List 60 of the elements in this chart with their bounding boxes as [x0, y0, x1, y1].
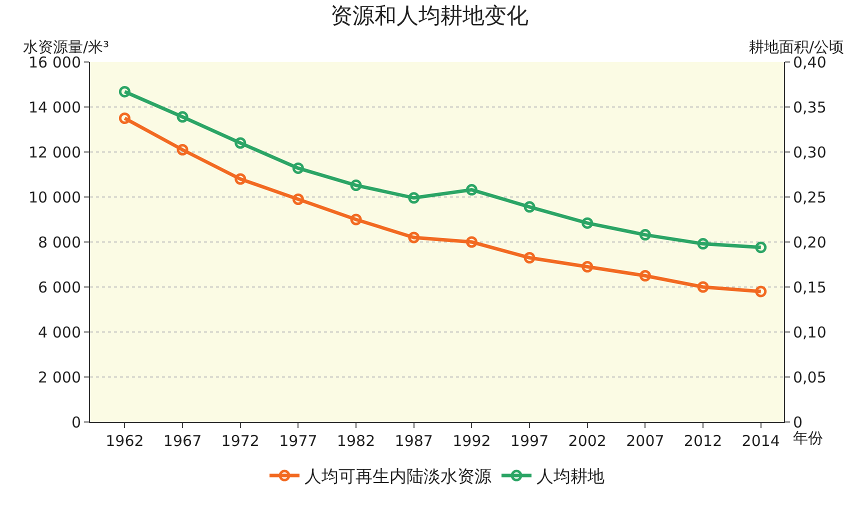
point	[755, 242, 767, 254]
point	[524, 201, 536, 213]
point	[466, 236, 478, 248]
point	[408, 232, 420, 244]
x-tick-label: 1992	[452, 432, 491, 450]
legend-label: 人均耕地	[536, 467, 604, 488]
y-tick-label: 14 000	[28, 98, 81, 116]
point	[234, 137, 246, 149]
point	[755, 286, 767, 298]
y-tick-label: 10 000	[28, 188, 81, 206]
y2-tick-label: 0,10	[793, 323, 826, 342]
point	[234, 173, 246, 185]
x-tick-label: 2002	[568, 432, 606, 450]
y2-tick-label: 0,05	[793, 368, 826, 386]
y-tick-label: 2 000	[38, 368, 81, 386]
y2-tick-label: 0,35	[793, 98, 826, 116]
point	[176, 144, 188, 156]
point	[466, 184, 478, 196]
y2-tick-label: 0,40	[793, 53, 826, 72]
point	[408, 192, 420, 204]
y2-tick-label: 0	[793, 413, 803, 432]
y-axis-title: 水资源量/米³	[23, 38, 110, 56]
point	[524, 252, 536, 264]
x-tick-label: 1997	[510, 432, 549, 450]
y2-tick-label: 0,25	[793, 188, 826, 206]
legend-label: 人均可再生内陆淡水资源	[304, 467, 492, 488]
point	[292, 162, 304, 174]
x-tick-label: 2012	[684, 432, 722, 450]
x-tick-label: 2007	[626, 432, 664, 450]
y2-axis-title: 耕地面积/公顷	[749, 38, 844, 56]
point	[582, 217, 594, 229]
point	[697, 238, 709, 250]
y2-tick-label: 0,30	[793, 143, 826, 162]
chart-title: 资源和人均耕地变化	[330, 4, 528, 29]
y-tick-label: 16 000	[28, 53, 81, 72]
point	[118, 86, 130, 98]
point	[697, 281, 709, 293]
x-tick-label: 1972	[221, 432, 260, 450]
x-tick-label: 1987	[394, 432, 433, 450]
point	[292, 194, 304, 205]
point	[176, 111, 188, 123]
x-axis-title: 年份	[793, 429, 823, 447]
y2-tick-label: 0,20	[793, 233, 826, 252]
y2-tick-label: 0,15	[793, 278, 826, 296]
y-tick-label: 0	[71, 413, 81, 432]
y-tick-label: 12 000	[28, 143, 81, 162]
y-tick-label: 6 000	[38, 278, 81, 296]
point	[582, 261, 594, 272]
point	[350, 180, 362, 192]
x-tick-label: 1977	[279, 432, 318, 450]
x-tick-label: 1967	[163, 432, 202, 450]
point	[639, 270, 651, 282]
x-tick-label: 2014	[742, 432, 780, 450]
point	[639, 229, 651, 241]
y-tick-label: 8 000	[38, 233, 81, 252]
y-tick-label: 4 000	[38, 323, 81, 342]
point	[350, 214, 362, 226]
x-tick-label: 1962	[106, 432, 144, 450]
x-tick-label: 1982	[336, 432, 376, 450]
point	[118, 112, 130, 124]
